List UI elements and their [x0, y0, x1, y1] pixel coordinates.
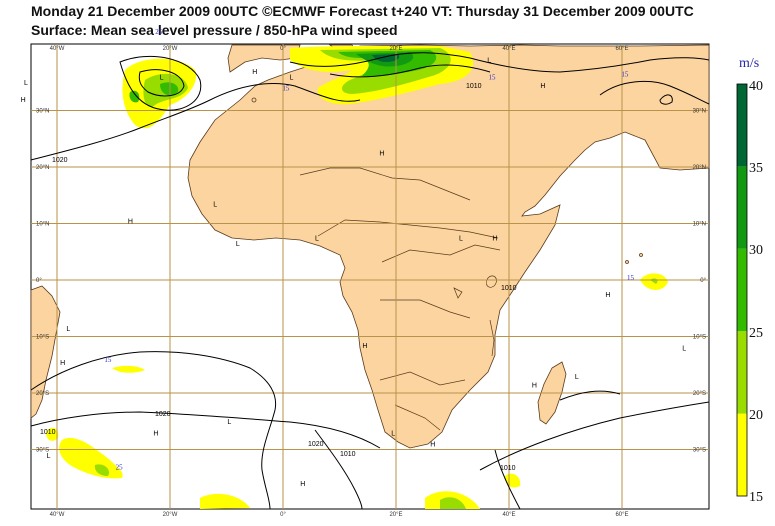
high-pressure-marker: H [430, 442, 435, 449]
longitude-label: 40°W [50, 512, 65, 518]
low-pressure-marker: L [315, 235, 319, 242]
high-pressure-marker: H [532, 382, 537, 389]
isobar-labels: 1020 1010 1020 1010 1020 1010 1010 1010 [40, 83, 517, 472]
longitude-label: 0° [280, 512, 286, 518]
colorbar [736, 83, 748, 497]
high-pressure-marker: H [21, 97, 26, 104]
latitude-labels: 30°N 30°N 20°N 20°N 10°N 10°N 0° 0° 10°S 10°S 20°S… [36, 109, 707, 454]
isobar-label: 1020 [52, 157, 68, 164]
latitude-label: 20°S [693, 391, 706, 397]
latitude-label: 20°N [693, 165, 706, 171]
isobar-label: 1010 [40, 429, 56, 436]
low-pressure-marker: L [682, 346, 686, 353]
high-pressure-marker: H [252, 69, 257, 76]
colorbar-label: 40 [749, 79, 763, 94]
latitude-label: 10°N [36, 222, 49, 228]
isobars [30, 52, 710, 510]
low-pressure-marker: L [160, 74, 164, 81]
latitude-label: 10°S [693, 335, 706, 341]
wind-speed-labels: 25 15 15 15 15 15 25 [104, 28, 634, 471]
low-pressure-marker: L [459, 235, 463, 242]
low-pressure-marker: L [236, 241, 240, 248]
high-pressure-marker: H [492, 235, 497, 242]
graticule [31, 44, 709, 509]
latitude-label: 10°N [693, 222, 706, 228]
latitude-label: 10°S [36, 335, 49, 341]
longitude-label: 20°E [389, 46, 402, 52]
high-pressure-marker: H [153, 430, 158, 437]
longitude-label: 40°E [502, 512, 515, 518]
high-pressure-marker: H [60, 360, 65, 367]
wind-speed-label: 15 [104, 356, 112, 364]
low-pressure-marker: L [487, 57, 491, 64]
wind-speed-label: 15 [627, 274, 635, 282]
latitude-label: 0° [700, 278, 706, 284]
longitude-label: 40°W [50, 46, 65, 52]
colorbar-band [737, 84, 747, 167]
wind-speed-label: 15 [621, 71, 629, 79]
isobar-label: 1010 [500, 465, 516, 472]
longitude-label: 20°E [389, 512, 402, 518]
colorbar-label: 30 [749, 243, 763, 258]
latitude-label: 20°N [36, 165, 49, 171]
low-pressure-marker: L [66, 326, 70, 333]
colorbar-label: 15 [749, 490, 763, 505]
latitude-label: 30°N [36, 109, 49, 115]
low-pressure-marker: L [575, 374, 579, 381]
colorbar-band [737, 331, 747, 414]
wind-speed-label: 25 [155, 28, 163, 36]
chart-subtitle: Surface: Mean sea level pressure / 850-h… [31, 22, 398, 38]
low-pressure-marker: L [47, 453, 51, 460]
latitude-label: 20°S [36, 391, 49, 397]
country-borders [299, 167, 501, 431]
low-pressure-marker: L [391, 430, 395, 437]
longitude-label: 20°W [163, 512, 178, 518]
high-pressure-marker: H [300, 481, 305, 488]
latitude-label: 0° [36, 278, 42, 284]
chart-title: Monday 21 December 2009 00UTC ©ECMWF For… [31, 3, 694, 19]
colorbar-frame [736, 83, 748, 497]
latitude-label: 30°S [36, 448, 49, 454]
colorbar-band [737, 248, 747, 332]
longitude-label: 60°E [615, 512, 628, 518]
isobar-label: 1020 [155, 411, 171, 418]
colorbar-label: 20 [749, 408, 763, 423]
wind-speed-label: 15 [489, 73, 497, 81]
africa-landmass [187, 44, 710, 449]
longitude-labels: 40°W 40°W 20°W 20°W 0° 0° 20°E 20°E 40°E 40°E 60°E… [50, 46, 629, 518]
high-pressure-marker: H [362, 343, 367, 350]
latitude-label: 30°N [693, 109, 706, 115]
colorbar-label: 35 [749, 161, 763, 176]
longitude-label: 60°E [615, 46, 628, 52]
isobar-label: 1010 [501, 285, 517, 292]
longitude-label: 40°E [502, 46, 515, 52]
isobar-label: 1010 [466, 83, 482, 90]
high-pressure-marker: H [128, 219, 133, 226]
high-pressure-marker: H [379, 151, 384, 158]
colorbar-unit: m/s [739, 56, 760, 71]
low-pressure-marker: L [213, 202, 217, 209]
wind-speed-label: 25 [116, 463, 124, 471]
longitude-label: 20°W [163, 46, 178, 52]
longitude-label: 0° [280, 46, 286, 52]
pressure-centers: L H L H L H L H L H L L L H H L H H L H L L H L H L H [21, 57, 687, 488]
isobar-label: 1020 [308, 441, 324, 448]
colorbar-band [737, 166, 747, 249]
land-masses [30, 44, 710, 449]
wind-speed-label: 15 [282, 85, 290, 93]
colorbar-label: 25 [749, 326, 763, 341]
latitude-label: 30°S [693, 448, 706, 454]
colorbar-band [737, 413, 747, 496]
low-pressure-marker: L [227, 419, 231, 426]
high-pressure-marker: H [540, 83, 545, 90]
high-pressure-marker: H [605, 292, 610, 299]
low-pressure-marker: L [24, 80, 28, 87]
isobar-label: 1010 [340, 451, 356, 458]
low-pressure-marker: L [290, 74, 294, 81]
